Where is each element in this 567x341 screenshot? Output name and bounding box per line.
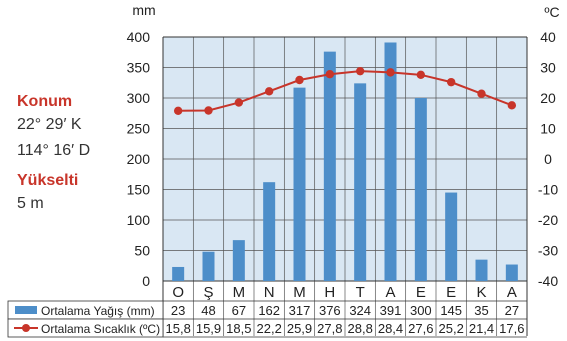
rain-value-cell: 27 (505, 303, 519, 318)
rain-bar (475, 259, 488, 281)
latitude-value: 22° 29′ K (17, 116, 82, 133)
right-tick-label: -30 (538, 243, 558, 259)
left-tick-label: 150 (127, 182, 151, 198)
rain-bar (354, 83, 367, 281)
month-label: E (416, 284, 426, 301)
rain-bar (172, 266, 185, 281)
month-label: N (264, 284, 275, 301)
rain-value-cell: 23 (171, 303, 185, 318)
temp-value-cell: 28,4 (378, 321, 403, 336)
month-label: A (385, 284, 395, 301)
temperature-point (325, 70, 335, 79)
right-tick-label: -10 (538, 182, 558, 198)
temp-value-cell: 28,8 (348, 321, 373, 336)
temp-value-cell: 22,2 (257, 321, 282, 336)
month-label: Ş (203, 284, 213, 301)
right-tick-label: 30 (540, 60, 556, 76)
left-axis-unit: mm (132, 2, 155, 18)
month-label: O (172, 284, 184, 301)
rain-bar (384, 42, 397, 281)
left-tick-label: 300 (127, 90, 151, 106)
rain-value-cell: 376 (319, 303, 341, 318)
rain-value-cell: 317 (289, 303, 311, 318)
right-axis-unit: ºC (544, 4, 559, 20)
temp-value-cell: 18,5 (226, 321, 251, 336)
month-label: M (293, 284, 306, 301)
temperature-point (477, 89, 486, 98)
right-tick-label: -20 (538, 212, 558, 228)
right-tick-label: 20 (540, 90, 556, 106)
longitude-value: 114° 16′ D (17, 142, 91, 159)
temp-value-cell: 21,4 (469, 321, 494, 336)
temperature-point (446, 77, 456, 87)
rain-value-cell: 300 (410, 303, 432, 318)
temperature-line (178, 70, 513, 112)
temp-value-cell: 25,2 (439, 321, 464, 336)
temperature-point (204, 106, 213, 115)
location-label: Konum (17, 93, 73, 110)
temperature-point (355, 66, 365, 76)
month-label: E (446, 284, 456, 301)
rain-bar (263, 182, 276, 281)
rain-bar (232, 240, 245, 281)
elevation-label: Yükselti (17, 172, 79, 189)
left-tick-label: 250 (127, 121, 151, 137)
legend-temp-cell (7, 318, 164, 338)
rain-bar (445, 192, 458, 281)
month-label: M (233, 284, 246, 301)
temp-value-cell: 15,8 (166, 321, 191, 336)
right-tick-label: 40 (540, 29, 556, 45)
temp-value-cell: 17,6 (499, 321, 524, 336)
temperature-point (416, 70, 426, 80)
rain-value-cell: 67 (232, 303, 246, 318)
rain-bar (293, 87, 306, 281)
right-tick-label: -40 (538, 273, 558, 289)
month-label: T (356, 284, 365, 301)
rain-value-cell: 145 (440, 303, 462, 318)
legend-rain-swatch (15, 306, 37, 314)
right-tick-label: 10 (540, 121, 556, 137)
temperature-point (234, 98, 244, 107)
rain-value-cell: 324 (349, 303, 371, 318)
left-tick-label: 350 (127, 60, 151, 76)
month-label: K (476, 284, 486, 301)
legend-temp-marker (22, 324, 30, 332)
right-tick-label: 0 (544, 151, 552, 167)
month-label: H (324, 284, 335, 301)
elevation-value: 5 m (17, 195, 44, 212)
temp-value-cell: 27,6 (408, 321, 433, 336)
rain-bar (505, 264, 518, 281)
rain-bar (414, 98, 427, 281)
left-tick-label: 200 (127, 151, 151, 167)
legend-temp-label: Ortalama Sıcaklık (ºC) (41, 322, 160, 336)
temp-value-cell: 27,8 (317, 321, 342, 336)
temperature-point (507, 101, 517, 110)
temperature-point (264, 87, 274, 96)
left-tick-label: 0 (142, 273, 150, 289)
legend-rain-label: Ortalama Yağış (mm) (41, 304, 155, 318)
left-tick-label: 100 (127, 212, 151, 228)
month-label: A (507, 284, 517, 301)
temp-value-cell: 25,9 (287, 321, 312, 336)
temperature-point (386, 68, 395, 77)
rain-bar (323, 51, 336, 281)
left-tick-label: 400 (127, 29, 151, 45)
rain-value-cell: 48 (201, 303, 215, 318)
rain-value-cell: 35 (474, 303, 488, 318)
temperature-point (173, 106, 183, 116)
rain-value-cell: 162 (258, 303, 280, 318)
left-tick-label: 50 (134, 243, 150, 259)
rain-bar (202, 251, 215, 281)
temperature-point (295, 75, 304, 85)
rain-value-cell: 391 (380, 303, 402, 318)
temp-value-cell: 15,9 (196, 321, 221, 336)
